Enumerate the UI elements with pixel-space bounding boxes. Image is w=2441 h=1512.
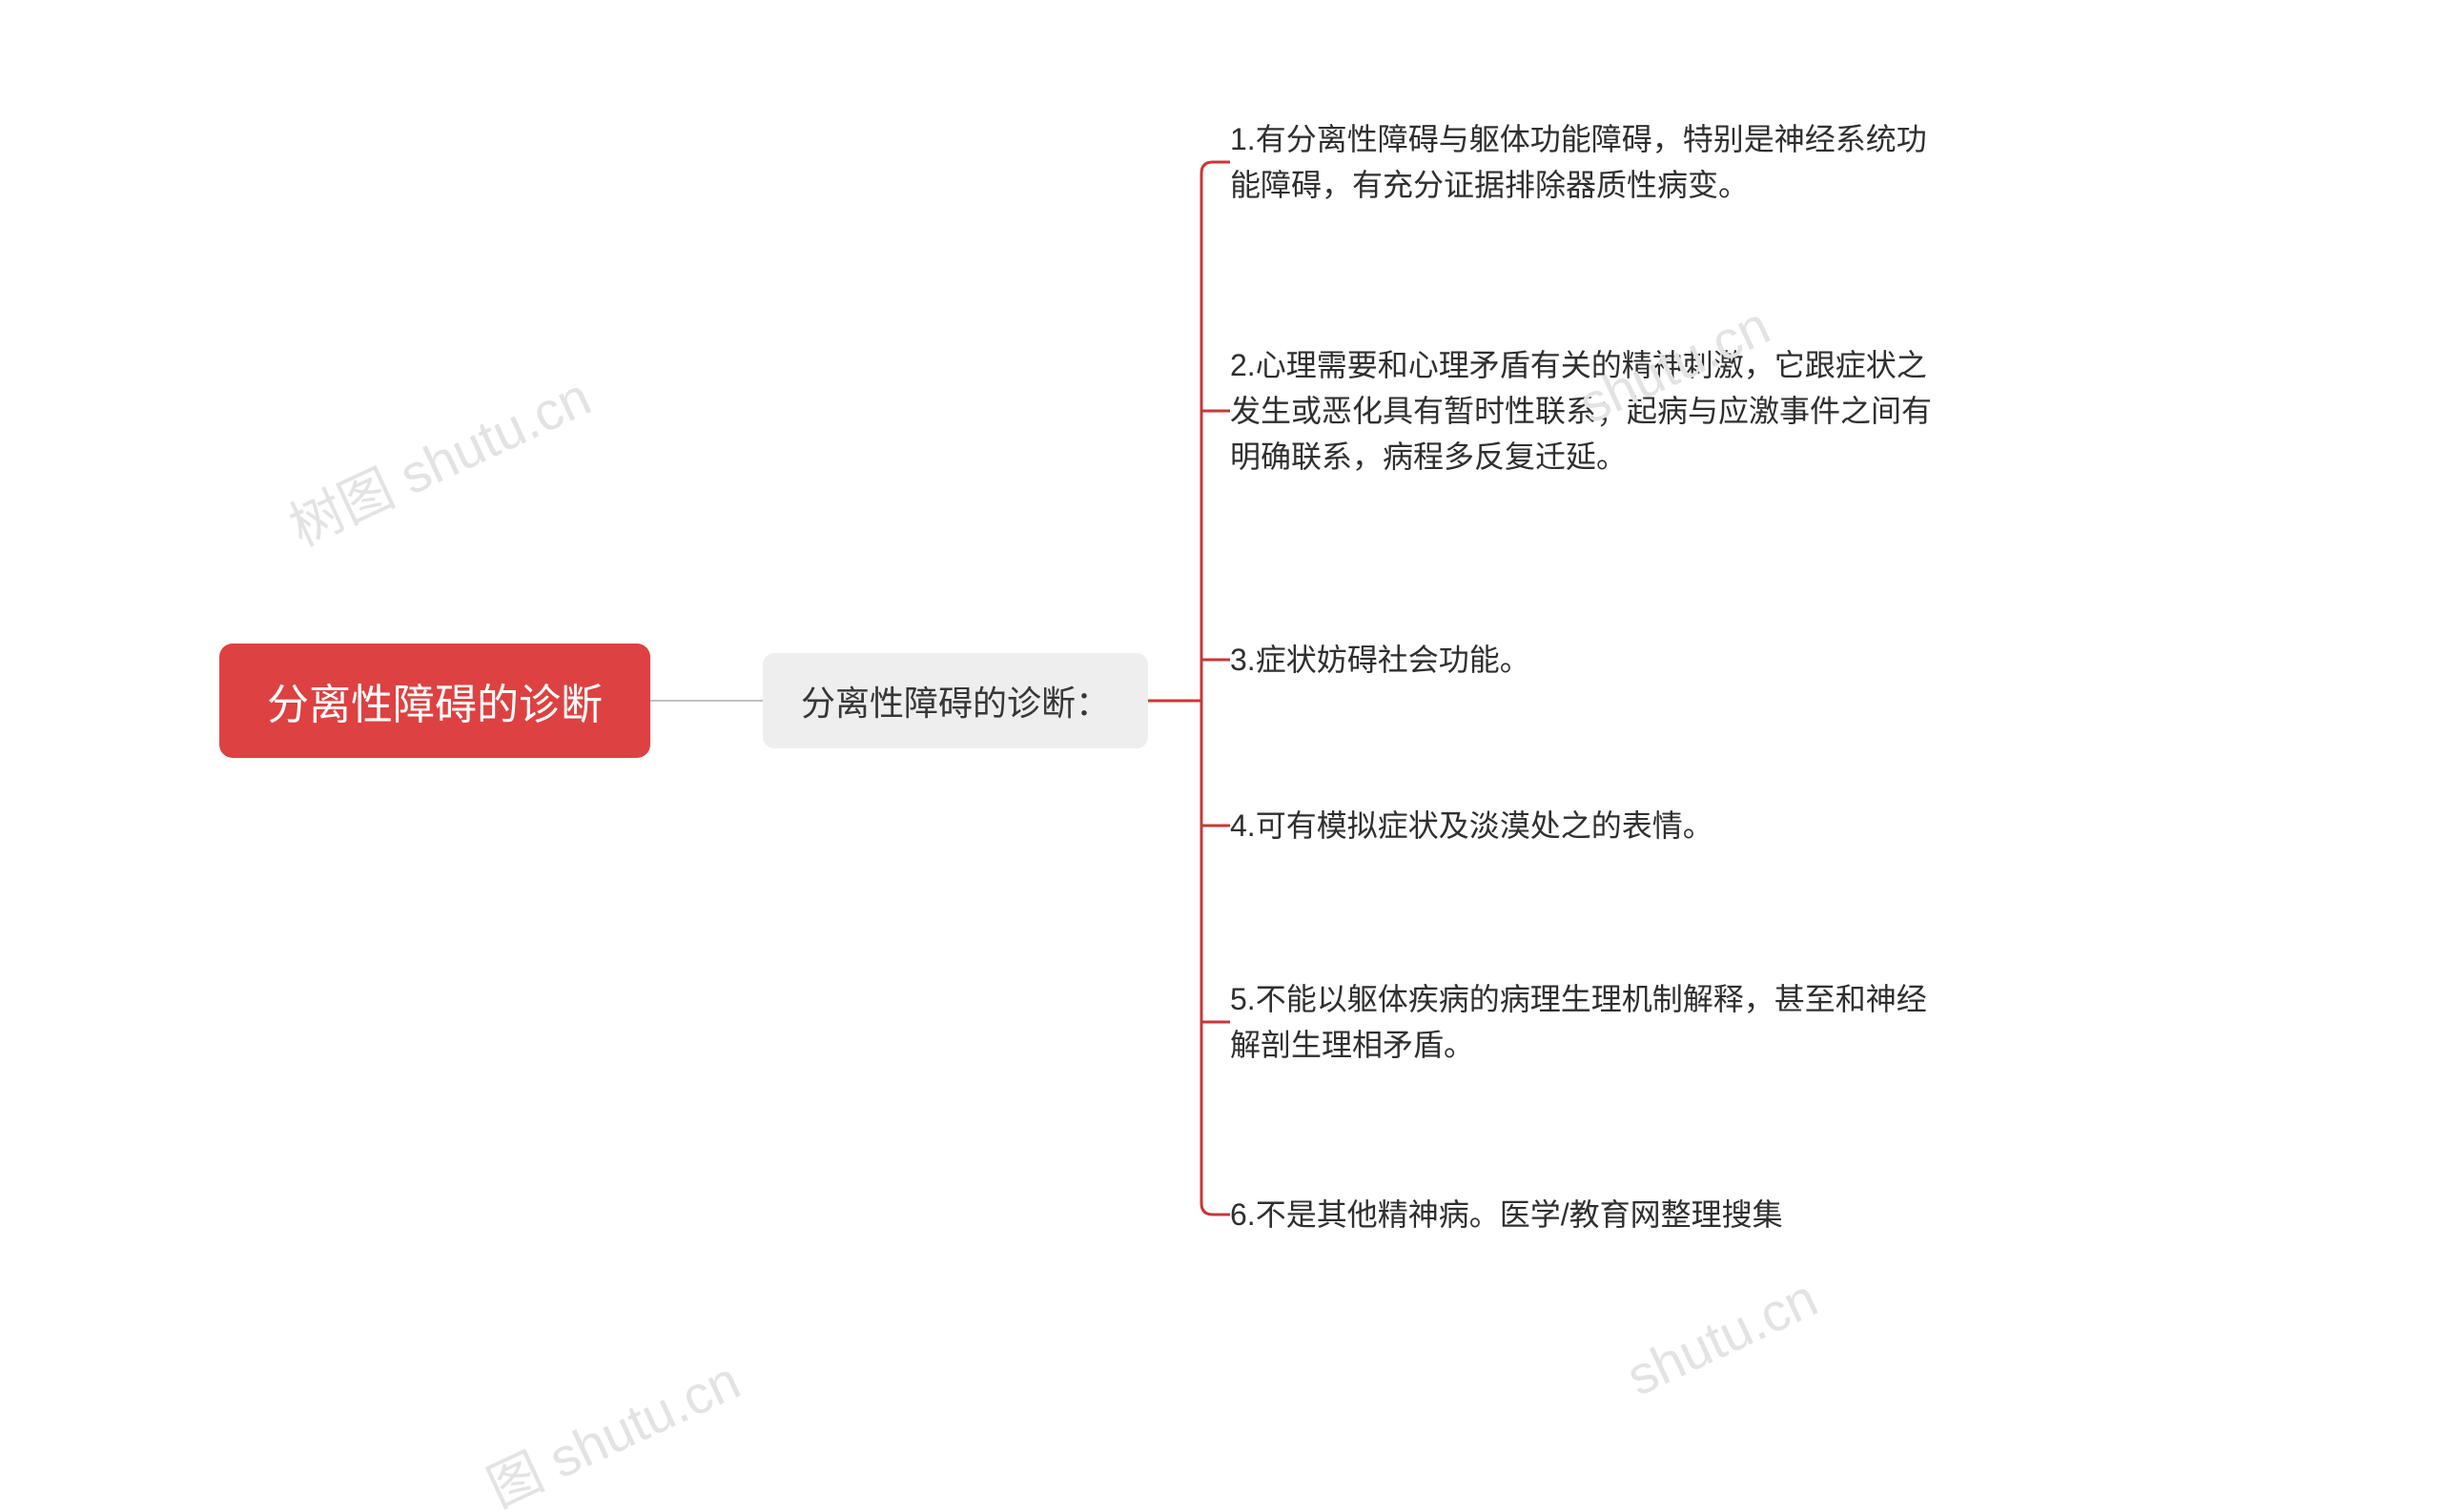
- watermark: 树图 shutu.cn: [276, 355, 602, 562]
- leaf-label: 3.症状妨碍社会功能。: [1230, 637, 1530, 683]
- sub-label: 分离性障碍的诊断：: [801, 676, 1110, 725]
- leaf-label: 6.不是其他精神病。医学/教育网整理搜集: [1230, 1192, 1783, 1237]
- leaf-node-1: 1.有分离性障碍与躯体功能障碍，特别是神经系统功能障碍，有充分证据排除器质性病变…: [1230, 112, 1936, 212]
- leaf-node-2: 2.心理需要和心理矛盾有关的精神刺激，它跟症状之发生或恶化具有暂时性联系；起病与…: [1230, 338, 1936, 483]
- leaf-label: 5.不能以躯体疾病的病理生理机制解释，甚至和神经解剖生理相矛盾。: [1230, 976, 1936, 1068]
- watermark: shutu.cn: [1617, 1266, 1826, 1407]
- leaf-label: 1.有分离性障碍与躯体功能障碍，特别是神经系统功能障碍，有充分证据排除器质性病变…: [1230, 116, 1936, 208]
- leaf-node-5: 5.不能以躯体疾病的病理生理机制解释，甚至和神经解剖生理相矛盾。: [1230, 972, 1936, 1072]
- leaf-node-4: 4.可有模拟症状及淡漠处之的表情。: [1230, 799, 1713, 852]
- leaf-label: 2.心理需要和心理矛盾有关的精神刺激，它跟症状之发生或恶化具有暂时性联系；起病与…: [1230, 342, 1936, 480]
- leaf-node-3: 3.症状妨碍社会功能。: [1230, 633, 1530, 686]
- root-label: 分离性障碍的诊断: [267, 670, 603, 731]
- watermark: 图 shutu.cn: [473, 1338, 750, 1512]
- sub-node: 分离性障碍的诊断：: [763, 653, 1148, 748]
- leaf-label: 4.可有模拟症状及淡漠处之的表情。: [1230, 803, 1713, 848]
- leaf-node-6: 6.不是其他精神病。医学/教育网整理搜集: [1230, 1188, 1783, 1241]
- root-node: 分离性障碍的诊断: [219, 644, 650, 758]
